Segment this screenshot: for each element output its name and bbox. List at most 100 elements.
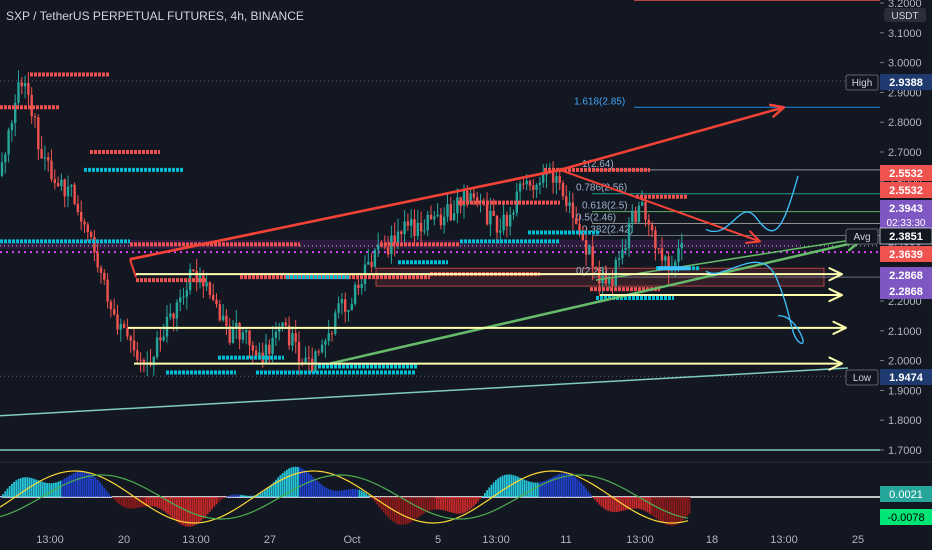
osc-bar [162,497,165,512]
osc-bar [136,497,139,509]
osc-bar [396,497,398,524]
y-tick-label: 2.7000 [888,147,922,159]
price-tag-box [880,283,932,299]
osc-bar [2,494,4,497]
osc-bar [378,497,381,508]
osc-bar [334,490,337,497]
osc-bar [492,482,495,497]
price-labels: High 2.9388 2.5532 2.5532 2.3943 02:33:30 Avg 2… [845,8,932,525]
candle-body [558,176,561,183]
candle-body [60,179,63,187]
candle-body [83,221,86,225]
osc-bar [125,497,128,508]
candle-body [122,323,126,328]
candle-body [212,294,215,300]
osc-bar [688,497,691,514]
osc-bar [13,481,15,497]
candle-body [509,214,512,227]
osc-bar [521,478,524,497]
osc-bar [248,495,251,497]
candle-body [644,202,647,220]
osc-bar [0,497,2,498]
osc-bar [422,497,425,515]
candle-body [162,336,165,341]
candle-body [588,245,591,255]
osc-bar [413,497,416,521]
yellow-arrowhead [832,320,847,335]
osc-bar [376,497,378,505]
osc-bar [574,476,576,497]
yellow-arrowhead [828,287,843,303]
x-tick-label: 27 [264,534,276,546]
osc-bar [459,497,462,514]
candle-body [555,176,558,183]
plot-area: 1.618(2.85)1(2.64)0.786(2.56)0.618(2.5)0… [0,0,880,451]
osc-bar [17,478,20,497]
osc-bar [517,476,519,497]
osc-bar [572,475,574,497]
osc-bar [382,497,385,513]
osc-bar [272,482,275,497]
osc-bar [294,466,297,497]
red-descending [559,168,761,243]
osc-bar [470,497,473,509]
candle-body [47,157,50,161]
candle-body [426,214,429,231]
candle-body [386,247,390,255]
candle-body [337,303,340,313]
osc-bar [506,474,508,497]
y-tick-label: 2.0000 [888,356,922,368]
candle-body [10,122,14,131]
osc-bar [349,489,352,497]
osc-bar [275,479,277,497]
osc-bar [88,472,90,497]
osc-bar [41,481,44,497]
osc-bar [4,491,7,497]
candle-body [126,327,129,337]
osc-bar [598,497,601,505]
osc-bar [8,486,11,497]
yellow-arrowhead [828,267,843,282]
osc-bar [338,490,341,497]
candle-body [182,296,185,298]
candle-body [472,193,476,198]
osc-bar [220,497,222,501]
candle-body [159,337,162,341]
osc-bar [85,471,88,497]
osc-bar [235,494,238,497]
candle-body [96,252,99,268]
osc-bar [239,494,242,497]
osc-bar [651,497,653,516]
osc-bar [173,497,176,520]
osc-bar [431,497,433,511]
osc-bar [503,474,506,497]
candle-body [410,219,413,226]
candle-body [657,248,660,250]
price-tag-box [879,227,932,245]
y-tick-label: 3.0000 [888,58,922,70]
osc-bar [44,482,46,497]
price-tag-value: 1.9474 [889,372,924,384]
osc-bar [455,497,458,514]
candle-body [76,203,80,212]
candle-body [33,116,37,118]
candle-body [251,345,254,351]
y-tick-label: 1.9000 [888,385,922,397]
candle-body [195,271,198,283]
osc-bar [288,468,290,497]
candle-body [119,323,122,330]
osc-bar [596,497,598,503]
osc-bar [589,494,592,497]
candle-body [221,315,225,321]
candle-body [456,197,459,214]
osc-bar [48,483,51,497]
candle-body [142,359,146,364]
red-trend-left [129,258,137,278]
osc-bar [484,493,486,497]
osc-bar [33,478,35,497]
osc-bar [336,490,339,497]
osc-bar [156,497,158,508]
candle-body [535,184,538,190]
candle-body [307,357,311,359]
